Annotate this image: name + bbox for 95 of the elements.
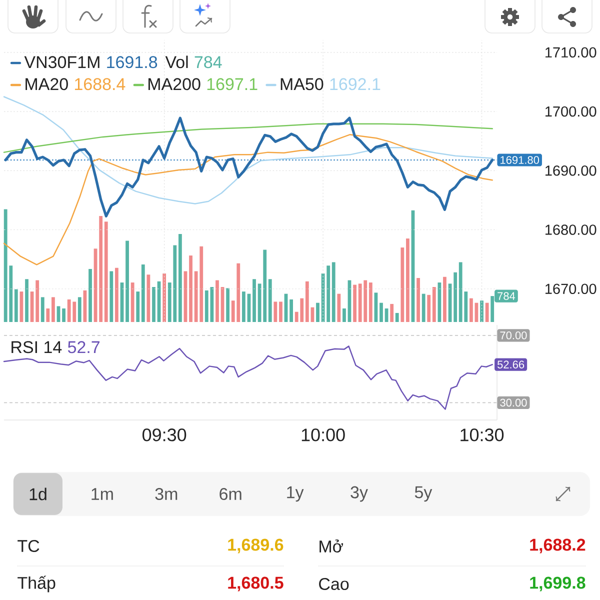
x-tick-label: 10:00 <box>302 428 345 442</box>
bar <box>268 279 272 322</box>
bar <box>62 308 66 322</box>
bar <box>390 304 394 322</box>
bar <box>242 292 246 322</box>
bar <box>332 262 336 322</box>
bar <box>432 287 436 322</box>
y-tick-label: 1690.00 <box>546 166 596 176</box>
bar <box>141 264 145 322</box>
annotation: 1692.1 <box>330 78 380 90</box>
x-tick-label: 09:30 <box>142 428 186 442</box>
text: Vol <box>165 56 188 68</box>
annotation: 1691.8 <box>107 56 158 68</box>
bar <box>14 289 18 322</box>
bar <box>226 288 230 322</box>
bar <box>427 294 431 322</box>
x-tick-label: 10:30 <box>460 428 504 442</box>
category-label: 5y <box>414 486 432 502</box>
bar <box>443 276 446 322</box>
text: 784 <box>498 292 516 300</box>
bar <box>368 282 372 322</box>
legend-label: MA20 <box>26 78 68 90</box>
annotation: 784 <box>194 56 222 68</box>
bar <box>279 302 282 322</box>
ref-line-label: 1691.80 <box>500 156 540 164</box>
text: Mở <box>320 539 344 553</box>
bar <box>353 284 356 322</box>
bar <box>485 302 489 322</box>
text: 1,689.6 <box>228 538 284 554</box>
bar <box>46 308 50 322</box>
bar <box>162 273 166 322</box>
bar <box>146 274 150 322</box>
bar <box>252 279 256 322</box>
bar <box>110 271 114 322</box>
bar <box>470 298 473 322</box>
series-label: RSI 14 <box>12 341 62 354</box>
legend-label: MA200 <box>148 78 200 90</box>
bar <box>52 297 55 322</box>
text: TC <box>18 540 40 552</box>
bar <box>216 280 219 322</box>
bar <box>454 272 458 322</box>
bar <box>40 297 44 322</box>
category-label: 1y <box>287 486 304 502</box>
text: 1,688.2 <box>530 538 586 554</box>
annotation: 52.7 <box>68 341 100 354</box>
bar <box>406 238 410 322</box>
line-series <box>4 116 494 218</box>
bar <box>342 308 346 322</box>
bar <box>25 279 28 322</box>
y-tick-label: 30.00 <box>500 398 527 407</box>
category-label: 1m <box>92 488 113 500</box>
bar <box>380 302 383 322</box>
annotation: 1697.1 <box>207 78 258 90</box>
line-series <box>3 134 493 266</box>
y-tick-label: 70.00 <box>500 332 527 340</box>
text: 1,680.5 <box>228 576 284 592</box>
y-tick-label: 1710.00 <box>546 47 596 58</box>
bar <box>274 302 278 322</box>
bar <box>99 216 103 322</box>
bar <box>115 268 118 322</box>
y-tick-label: 1680.00 <box>546 224 596 235</box>
bar <box>400 248 404 322</box>
legend-label: MA50 <box>280 78 324 90</box>
text: Cao <box>319 578 349 590</box>
text: 1,699.8 <box>530 576 586 592</box>
annotation: 1688.4 <box>75 78 126 90</box>
bar <box>126 240 129 322</box>
bar <box>36 280 40 322</box>
bar <box>136 292 140 322</box>
y-tick-label: 1700.00 <box>546 106 596 117</box>
category-label: 1d <box>30 488 46 500</box>
bar <box>130 282 134 322</box>
bar <box>290 299 293 322</box>
bar <box>480 300 484 322</box>
bar <box>78 297 82 322</box>
line-series <box>3 96 493 204</box>
bar <box>316 302 320 322</box>
category-label: 3m <box>155 488 178 500</box>
category-label: 3y <box>350 486 368 502</box>
bar <box>305 281 309 322</box>
bar <box>422 294 426 322</box>
data-label: 52.66 <box>497 360 524 368</box>
bar <box>178 234 182 322</box>
bar <box>88 268 92 322</box>
text: Thấp <box>18 576 56 592</box>
bar <box>337 294 341 322</box>
bar <box>395 312 399 322</box>
bar <box>326 266 330 322</box>
legend-label: VN30F1M <box>24 56 100 68</box>
y-tick-label: 1670.00 <box>546 284 596 294</box>
bar <box>104 222 108 322</box>
bar <box>189 255 192 322</box>
bar <box>152 287 156 322</box>
category-label: 6m <box>220 488 242 500</box>
bar <box>416 278 420 322</box>
